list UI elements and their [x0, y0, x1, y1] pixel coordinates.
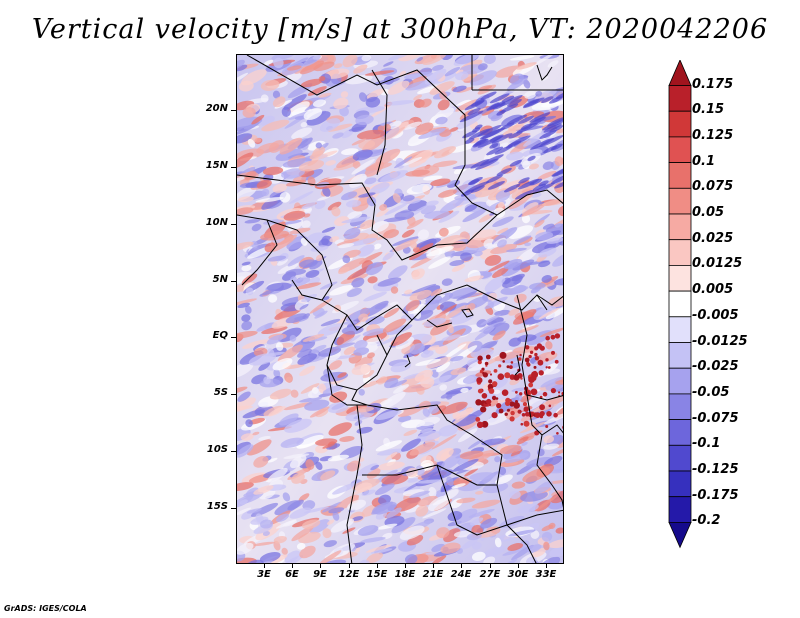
- lon-tick: [292, 563, 293, 568]
- colorbar-segment: [668, 264, 692, 292]
- colorbar-level-label: -0.175: [692, 487, 739, 503]
- lat-tick: [231, 508, 236, 509]
- lon-label: 15E: [366, 569, 388, 580]
- lon-tick: [433, 563, 434, 568]
- lon-tick: [546, 563, 547, 568]
- colorbar-segment: [668, 162, 692, 189]
- lat-tick: [231, 337, 236, 338]
- lon-label: 3E: [257, 569, 271, 580]
- map-title: Vertical velocity [m/s] at 300hPa, VT: 2…: [31, 14, 769, 45]
- colorbar-segment: [668, 239, 692, 266]
- colorbar-level-label: -0.05: [692, 384, 730, 400]
- colorbar-segment: [668, 85, 692, 112]
- colorbar-segment: [668, 136, 692, 164]
- lat-label: EQ: [212, 330, 228, 341]
- map-panel: [236, 54, 564, 564]
- colorbar-level-label: -0.2: [692, 513, 721, 529]
- lon-label: 9E: [313, 569, 327, 580]
- country-borders: [237, 55, 563, 563]
- lon-tick: [349, 563, 350, 568]
- colorbar-level-label: 0.175: [692, 76, 734, 92]
- lon-label: 12E: [338, 569, 360, 580]
- lon-label: 24E: [450, 569, 472, 580]
- colorbar: [668, 60, 692, 549]
- colorbar-segment: [668, 496, 692, 523]
- colorbar-max-arrow: [668, 60, 692, 86]
- lat-label: 10N: [205, 217, 228, 228]
- lat-tick: [231, 167, 236, 168]
- colorbar-level-label: 0.15: [692, 102, 725, 118]
- velocity-field: [237, 55, 563, 563]
- colorbar-segment: [668, 213, 692, 241]
- colorbar-level-label: -0.025: [692, 359, 739, 375]
- lat-tick: [231, 451, 236, 452]
- colorbar-level-label: 0.025: [692, 230, 734, 246]
- lon-label: 21E: [422, 569, 444, 580]
- colorbar-level-label: -0.075: [692, 410, 739, 426]
- lon-label: 27E: [479, 569, 501, 580]
- lon-label: 6E: [285, 569, 299, 580]
- lon-tick: [490, 563, 491, 568]
- colorbar-segment: [668, 367, 692, 395]
- lon-tick: [405, 563, 406, 568]
- colorbar-segment: [668, 444, 692, 472]
- lat-tick: [231, 224, 236, 225]
- lon-label: 30E: [507, 569, 529, 580]
- lat-label: 20N: [205, 103, 228, 114]
- colorbar-level-label: 0.075: [692, 179, 734, 195]
- colorbar-segment: [668, 290, 692, 318]
- colorbar-segment: [668, 419, 692, 446]
- colorbar-level-label: -0.0125: [692, 333, 748, 349]
- colorbar-segment: [668, 316, 692, 343]
- lat-label: 5N: [212, 274, 228, 285]
- lon-tick: [518, 563, 519, 568]
- colorbar-segment: [668, 470, 692, 498]
- colorbar-level-label: 0.005: [692, 282, 734, 298]
- lat-label: 10S: [206, 444, 228, 455]
- colorbar-level-label: 0.0125: [692, 256, 743, 272]
- lat-label: 15S: [206, 501, 228, 512]
- colorbar-segment: [668, 110, 692, 138]
- colorbar-level-label: 0.05: [692, 205, 725, 220]
- colorbar-min-arrow: [668, 521, 692, 549]
- colorbar-level-label: -0.1: [692, 436, 721, 452]
- colorbar-level-label: -0.125: [692, 462, 739, 477]
- lat-tick: [231, 394, 236, 395]
- colorbar-level-label: 0.1: [692, 153, 716, 169]
- lat-tick: [231, 110, 236, 111]
- lat-label: 5S: [213, 387, 228, 398]
- colorbar-level-label: 0.125: [692, 127, 734, 143]
- colorbar-segment: [668, 342, 692, 369]
- colorbar-level-label: -0.005: [692, 307, 739, 323]
- lon-tick: [461, 563, 462, 568]
- colorbar-segment: [668, 393, 692, 420]
- software-credit: GrADS: IGES/COLA: [4, 604, 87, 613]
- lon-label: 33E: [535, 569, 557, 580]
- lon-tick: [320, 563, 321, 568]
- colorbar-segment: [668, 187, 692, 215]
- lat-tick: [231, 281, 236, 282]
- lat-label: 15N: [205, 160, 228, 171]
- lon-label: 18E: [394, 569, 416, 580]
- lon-tick: [264, 563, 265, 568]
- lon-tick: [377, 563, 378, 568]
